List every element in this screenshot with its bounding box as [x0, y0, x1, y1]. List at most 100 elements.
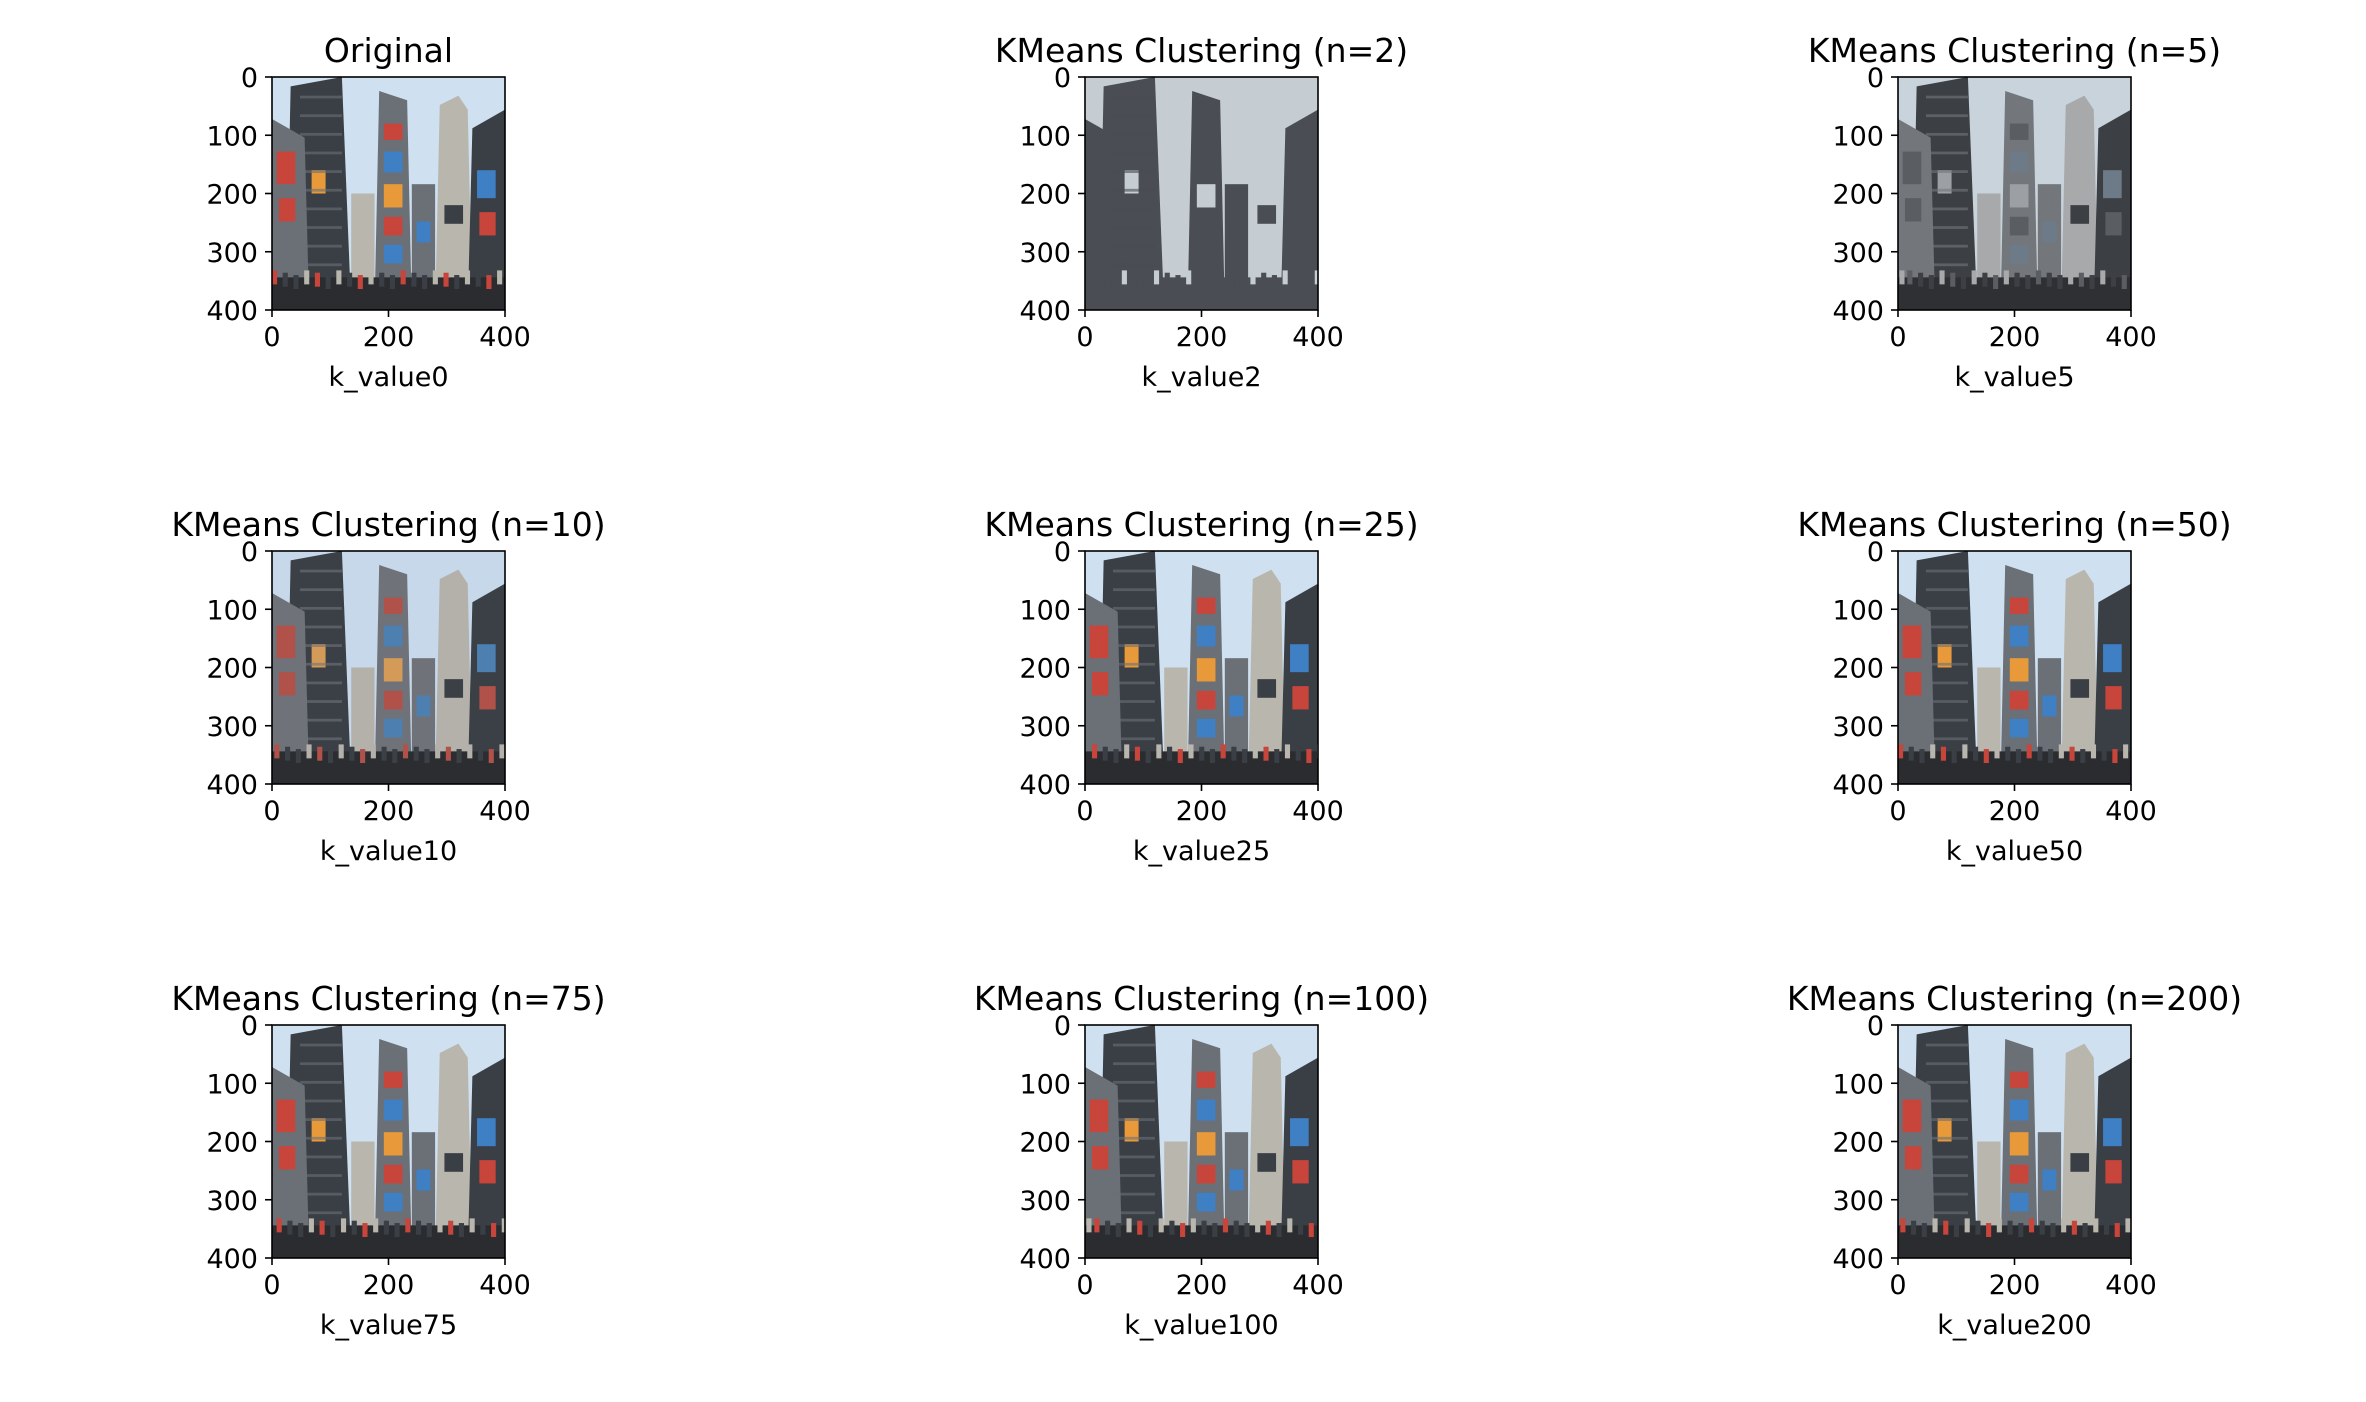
panel-image	[1898, 1025, 2131, 1258]
y-tick-label: 400	[1832, 770, 1884, 801]
x-tick-label: 200	[1989, 1270, 2041, 1301]
x-tick-label: 0	[1889, 1270, 1906, 1301]
panel-title: KMeans Clustering (n=100)	[974, 979, 1429, 1018]
y-tick-label: 300	[1832, 1186, 1884, 1217]
y-tick-label: 0	[1054, 537, 1071, 568]
y-tick-label: 200	[206, 654, 258, 685]
panel-5: KMeans Clustering (n=25)0 200 400010020030…	[984, 505, 1418, 867]
panel-image	[272, 1025, 505, 1258]
x-tick-label: 0	[1076, 796, 1093, 827]
panel-8: KMeans Clustering (n=100)0 200 40001002003…	[974, 979, 1429, 1341]
panel-9: KMeans Clustering (n=200)0 200 40001002003…	[1787, 979, 2242, 1341]
y-tick-label: 0	[1867, 1011, 1884, 1042]
panel-2: KMeans Clustering (n=2)0 200 4000100200300…	[995, 31, 1408, 393]
y-tick-label: 100	[206, 1069, 258, 1100]
y-tick-label: 0	[241, 63, 258, 94]
y-tick-label: 300	[206, 712, 258, 743]
x-tick-label: 400	[2105, 1270, 2157, 1301]
y-tick-label: 100	[1019, 121, 1071, 152]
panel-3: KMeans Clustering (n=5)0 200 4000100200300…	[1808, 31, 2221, 393]
y-tick-label: 100	[1832, 121, 1884, 152]
panel-title: KMeans Clustering (n=200)	[1787, 979, 2242, 1018]
panel-title: KMeans Clustering (n=5)	[1808, 31, 2221, 70]
panel-image	[1898, 551, 2131, 784]
x-tick-label: 400	[2105, 796, 2157, 827]
y-tick-label: 300	[206, 238, 258, 269]
y-tick-label: 400	[1832, 1244, 1884, 1275]
x-tick-label: 200	[363, 322, 415, 353]
y-tick-label: 100	[206, 121, 258, 152]
y-tick-label: 100	[1019, 1069, 1071, 1100]
y-tick-label: 400	[1832, 296, 1884, 327]
x-tick-label: 0	[1076, 1270, 1093, 1301]
y-tick-label: 100	[1832, 595, 1884, 626]
panel-image	[272, 551, 505, 784]
panel-image	[1085, 1025, 1318, 1258]
x-axis-label: k_value2	[1141, 362, 1261, 393]
y-tick-label: 0	[1054, 63, 1071, 94]
y-tick-label: 300	[206, 1186, 258, 1217]
x-tick-label: 400	[479, 1270, 531, 1301]
panel-title: Original	[324, 31, 453, 70]
panel-image	[272, 77, 505, 310]
y-tick-label: 0	[241, 537, 258, 568]
panel-title: KMeans Clustering (n=75)	[171, 979, 605, 1018]
x-tick-label: 0	[1889, 796, 1906, 827]
y-tick-label: 100	[1019, 595, 1071, 626]
x-axis-label: k_value75	[320, 1310, 457, 1341]
x-axis-label: k_value200	[1937, 1310, 2091, 1341]
x-tick-label: 400	[1292, 322, 1344, 353]
y-tick-label: 200	[1832, 1128, 1884, 1159]
x-axis-label: k_value100	[1124, 1310, 1278, 1341]
x-axis-label: k_value5	[1954, 362, 2074, 393]
y-tick-label: 400	[1019, 1244, 1071, 1275]
panel-4: KMeans Clustering (n=10)0 200 400010020030…	[171, 505, 605, 867]
y-tick-label: 0	[1867, 63, 1884, 94]
x-tick-label: 400	[479, 322, 531, 353]
x-axis-label: k_value50	[1946, 836, 2083, 867]
x-tick-label: 400	[1292, 1270, 1344, 1301]
x-tick-label: 400	[1292, 796, 1344, 827]
y-tick-label: 200	[206, 1128, 258, 1159]
x-tick-label: 0	[1889, 322, 1906, 353]
y-tick-label: 400	[206, 296, 258, 327]
x-tick-label: 200	[1176, 1270, 1228, 1301]
x-axis-label: k_value10	[320, 836, 457, 867]
x-tick-label: 200	[363, 1270, 415, 1301]
y-tick-label: 0	[241, 1011, 258, 1042]
x-tick-label: 0	[263, 322, 280, 353]
y-tick-label: 400	[1019, 296, 1071, 327]
y-tick-label: 200	[1832, 654, 1884, 685]
panel-image	[1898, 77, 2131, 310]
y-tick-label: 200	[206, 180, 258, 211]
x-tick-label: 0	[263, 796, 280, 827]
y-tick-label: 0	[1054, 1011, 1071, 1042]
x-tick-label: 0	[1076, 322, 1093, 353]
x-tick-label: 400	[2105, 322, 2157, 353]
y-tick-label: 0	[1867, 537, 1884, 568]
y-tick-label: 300	[1019, 238, 1071, 269]
x-tick-label: 200	[363, 796, 415, 827]
y-tick-label: 200	[1832, 180, 1884, 211]
panel-title: KMeans Clustering (n=25)	[984, 505, 1418, 544]
panel-image	[1085, 551, 1318, 784]
y-tick-label: 100	[1832, 1069, 1884, 1100]
y-tick-label: 200	[1019, 654, 1071, 685]
x-axis-label: k_value0	[328, 362, 448, 393]
y-tick-label: 400	[1019, 770, 1071, 801]
panel-title: KMeans Clustering (n=2)	[995, 31, 1408, 70]
y-tick-label: 300	[1832, 238, 1884, 269]
y-tick-label: 400	[206, 1244, 258, 1275]
x-tick-label: 200	[1176, 322, 1228, 353]
x-tick-label: 200	[1176, 796, 1228, 827]
y-tick-label: 300	[1019, 712, 1071, 743]
x-tick-label: 0	[263, 1270, 280, 1301]
y-tick-label: 200	[1019, 1128, 1071, 1159]
y-tick-label: 100	[206, 595, 258, 626]
x-tick-label: 200	[1989, 796, 2041, 827]
y-tick-label: 300	[1832, 712, 1884, 743]
y-tick-label: 400	[206, 770, 258, 801]
panel-image	[1085, 77, 1318, 310]
